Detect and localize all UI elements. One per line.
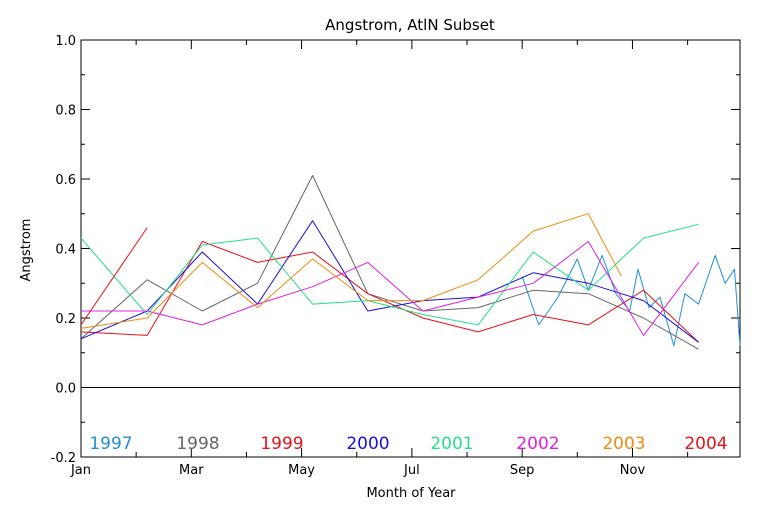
x-tick-label: Nov bbox=[620, 463, 646, 478]
y-tick-label: 0.6 bbox=[55, 173, 76, 188]
series-line-1997 bbox=[521, 254, 741, 347]
y-tick-label: 0.0 bbox=[55, 382, 76, 397]
plot-frame bbox=[80, 39, 741, 458]
series-line-2004 bbox=[80, 227, 148, 326]
legend-label-2002: 2002 bbox=[516, 434, 559, 454]
legend-label-2000: 2000 bbox=[346, 434, 389, 454]
x-tick-label: Sep bbox=[510, 463, 535, 478]
x-tick-label: Mar bbox=[179, 463, 204, 478]
y-tick-label: 0.8 bbox=[55, 104, 76, 119]
series-line-1998 bbox=[80, 175, 699, 350]
series-line-1999 bbox=[81, 228, 699, 343]
legend-label-2003: 2003 bbox=[602, 434, 645, 454]
y-tick-label: 0.2 bbox=[55, 312, 76, 327]
series-line-2002 bbox=[81, 241, 699, 336]
chart-title: Angstrom, AtlN Subset bbox=[325, 16, 495, 34]
series-line-2000 bbox=[80, 220, 699, 343]
legend-label-1997: 1997 bbox=[89, 434, 132, 454]
y-tick-label: -0.2 bbox=[51, 451, 76, 466]
series-line-2001 bbox=[80, 223, 699, 326]
x-tick-label: May bbox=[288, 463, 315, 478]
y-axis-label: Angstrom bbox=[19, 219, 34, 282]
legend-label-1998: 1998 bbox=[176, 434, 219, 454]
series-line-2003 bbox=[80, 213, 622, 329]
legend-label-2001: 2001 bbox=[430, 434, 473, 454]
legend-label-1999: 1999 bbox=[260, 434, 303, 454]
x-tick-label: Jan bbox=[70, 463, 91, 478]
x-tick-label: Jul bbox=[403, 463, 420, 478]
y-tick-label: 0.4 bbox=[55, 243, 76, 258]
legend-label-2004: 2004 bbox=[684, 434, 727, 454]
y-tick-label: 1.0 bbox=[55, 34, 76, 49]
x-axis-label: Month of Year bbox=[366, 486, 456, 501]
plot-area: -0.2 0.0 0.2 0.4 0.6 0.8 1.0 Jan Mar May Jul Sep Nov… bbox=[51, 34, 741, 478]
